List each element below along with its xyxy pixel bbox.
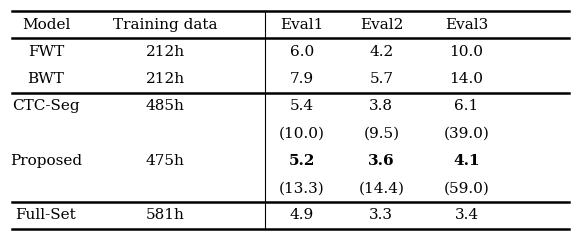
Text: 7.9: 7.9 [290,72,314,86]
Text: Eval2: Eval2 [359,18,403,31]
Text: Full-Set: Full-Set [16,209,77,222]
Text: Eval3: Eval3 [445,18,488,31]
Text: 3.8: 3.8 [369,99,393,113]
Text: BWT: BWT [28,72,65,86]
Text: (59.0): (59.0) [444,181,490,195]
Text: 10.0: 10.0 [450,45,484,59]
Text: 212h: 212h [146,72,185,86]
Text: (13.3): (13.3) [279,181,325,195]
Text: 475h: 475h [146,154,185,168]
Text: (9.5): (9.5) [363,127,399,141]
Text: 5.7: 5.7 [369,72,393,86]
Text: 5.4: 5.4 [290,99,314,113]
Text: (10.0): (10.0) [279,127,325,141]
Text: 6.1: 6.1 [454,99,479,113]
Text: 3.3: 3.3 [369,209,393,222]
Text: CTC-Seg: CTC-Seg [12,99,80,113]
Text: 6.0: 6.0 [290,45,314,59]
Text: 14.0: 14.0 [450,72,484,86]
Text: 3.6: 3.6 [368,154,395,168]
Text: 212h: 212h [146,45,185,59]
Text: Model: Model [22,18,70,31]
Text: 4.1: 4.1 [453,154,480,168]
Text: 485h: 485h [146,99,185,113]
Text: Proposed: Proposed [10,154,82,168]
Text: 4.2: 4.2 [369,45,393,59]
Text: 5.2: 5.2 [289,154,315,168]
Text: 4.9: 4.9 [290,209,314,222]
Text: 581h: 581h [146,209,185,222]
Text: Eval1: Eval1 [280,18,324,31]
Text: (14.4): (14.4) [358,181,404,195]
Text: Training data: Training data [113,18,218,31]
Text: FWT: FWT [28,45,64,59]
Text: (39.0): (39.0) [444,127,490,141]
Text: 3.4: 3.4 [454,209,479,222]
